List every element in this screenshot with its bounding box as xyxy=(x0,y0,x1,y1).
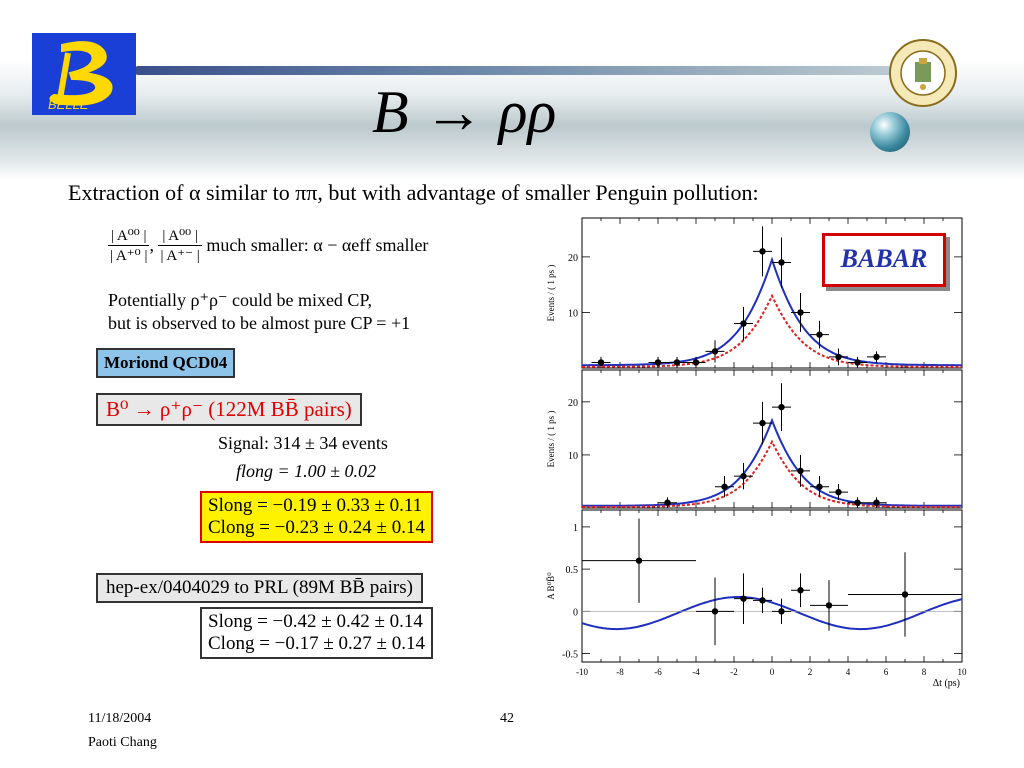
header-gradient-line xyxy=(135,66,955,75)
s-long-prl: Slong = −0.42 ± 0.42 ± 0.14 xyxy=(208,611,423,632)
panel-frame-middle xyxy=(581,369,963,509)
data-point xyxy=(835,353,842,361)
decorative-sphere-icon xyxy=(870,112,910,152)
c-long-moriond: Clong = −0.23 ± 0.24 ± 0.14 xyxy=(208,517,425,538)
background-curve-middle xyxy=(582,439,962,508)
data-point xyxy=(854,499,861,506)
y-tick-label-bottom: -0.5 xyxy=(562,650,578,661)
data-point xyxy=(740,320,747,327)
belle-logo xyxy=(32,33,136,115)
fit-curve-middle xyxy=(582,417,962,507)
data-point xyxy=(797,309,804,316)
ratio-fraction-1: | A⁰⁰ | | A⁺⁰ | xyxy=(108,228,150,264)
asymmetry-fit-curve xyxy=(581,596,963,631)
data-point xyxy=(835,488,842,496)
data-point xyxy=(597,359,605,366)
x-tick-label: 0 xyxy=(770,667,775,677)
fit-curve-top xyxy=(582,256,962,367)
data-point xyxy=(759,419,766,427)
belle-b-icon xyxy=(49,41,113,106)
c-long-prl: Clong = −0.17 ± 0.27 ± 0.14 xyxy=(208,633,425,654)
s-long-moriond: Slong = −0.19 ± 0.33 ± 0.11 xyxy=(208,495,423,516)
prl-result-box: Slong = −0.42 ± 0.42 ± 0.14 Clong = −0.1… xyxy=(200,607,433,659)
data-point xyxy=(797,467,804,475)
y-tick-label-bottom: 0.5 xyxy=(566,565,579,576)
y-tick-label-middle: 10 xyxy=(568,451,578,462)
x-tick-label: 4 xyxy=(846,667,851,677)
data-point xyxy=(740,472,747,480)
x-tick-label: -6 xyxy=(654,667,662,677)
data-point xyxy=(759,597,766,604)
x-tick-label: 6 xyxy=(884,667,889,677)
y-axis-label-bottom: A B⁰B̄⁰ xyxy=(546,572,556,600)
y-tick-label-middle: 20 xyxy=(568,398,578,409)
y-tick-label-bottom: 0 xyxy=(573,607,578,618)
data-point xyxy=(778,403,785,411)
moriond-result-box: Slong = −0.19 ± 0.33 ± 0.11 Clong = −0.2… xyxy=(200,491,433,543)
header-banner xyxy=(0,60,1024,180)
data-point xyxy=(711,348,719,355)
data-point xyxy=(825,602,833,609)
data-point xyxy=(901,591,909,598)
y-tick-label-top: 10 xyxy=(568,308,578,319)
slide-title: B → ρρ xyxy=(372,79,557,145)
x-tick-label: -2 xyxy=(730,667,738,677)
ratio-fraction-2: | A⁰⁰ | | A⁺⁻ | xyxy=(158,228,202,264)
hep-ex-box: hep-ex/0404029 to PRL (89M BB̄ pairs) xyxy=(96,573,423,603)
slide-subtitle: Extraction of α similar to ππ, but with … xyxy=(68,180,759,205)
ratio-text: much smaller: α − αeff smaller xyxy=(206,235,429,255)
x-tick-label: -4 xyxy=(692,667,700,677)
data-point xyxy=(721,483,728,490)
decay-box: B⁰ → ρ⁺ρ⁻ (122M BB̄ pairs) xyxy=(96,393,362,426)
y-axis-label-middle: Events / ( 1 ps ) xyxy=(546,411,556,468)
page-number: 42 xyxy=(500,711,514,726)
data-point xyxy=(797,587,804,594)
footer-author: Paoti Chang xyxy=(88,735,157,750)
flong-text: flong = 1.00 ± 0.02 xyxy=(236,461,377,481)
data-point xyxy=(778,608,785,615)
data-point xyxy=(654,359,662,366)
x-tick-label: 8 xyxy=(922,667,927,677)
data-point xyxy=(664,499,671,506)
amplitude-ratio-line: | A⁰⁰ | | A⁺⁰ | , | A⁰⁰ | | A⁺⁻ | much s… xyxy=(108,228,429,264)
x-tick-label: 10 xyxy=(958,667,968,677)
mixed-cp-text: Potentially ρ⁺ρ⁻ could be mixed CP, xyxy=(108,290,372,310)
babar-logo: BABAR xyxy=(822,233,946,287)
data-point xyxy=(816,331,823,338)
pure-cp-text: but is observed to be almost pure CP = +… xyxy=(108,313,411,333)
y-tick-label-bottom: 1 xyxy=(573,523,578,534)
data-point xyxy=(873,353,880,361)
data-point xyxy=(854,359,861,366)
footer-date: 11/18/2004 xyxy=(88,711,152,726)
data-point xyxy=(692,359,700,366)
x-tick-label: -10 xyxy=(576,667,588,677)
background-curve-top xyxy=(582,293,962,368)
signal-text: Signal: 314 ± 34 events xyxy=(218,433,388,453)
y-tick-label-top: 20 xyxy=(568,253,578,264)
data-point xyxy=(759,248,766,255)
belle-logo-text: BELLE xyxy=(48,97,89,112)
data-point xyxy=(711,608,719,615)
moriond-label: Moriond QCD04 xyxy=(96,348,236,378)
data-point xyxy=(635,557,643,564)
x-tick-label: 2 xyxy=(808,667,813,677)
data-point xyxy=(673,359,681,366)
university-seal-icon xyxy=(888,38,958,108)
x-tick-label: -8 xyxy=(616,667,624,677)
data-point xyxy=(778,259,785,266)
data-point xyxy=(816,483,823,490)
y-axis-label-top: Events / ( 1 ps ) xyxy=(546,265,556,322)
data-point xyxy=(873,499,880,506)
data-point xyxy=(740,595,747,602)
x-axis-label: Δt (ps) xyxy=(933,678,960,689)
